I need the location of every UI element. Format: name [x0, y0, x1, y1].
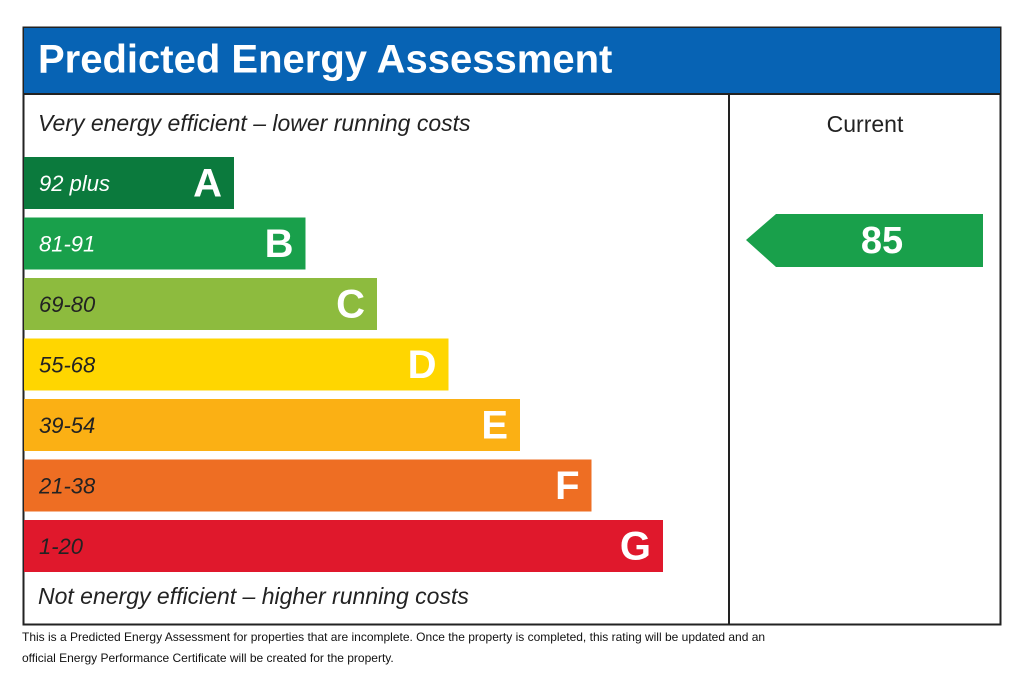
current-arrow	[746, 214, 983, 267]
band-range: 81-91	[39, 231, 95, 256]
band-range: 92 plus	[39, 171, 110, 196]
band-range: 21-38	[38, 473, 96, 498]
band-letter: B	[265, 222, 294, 266]
rating-band	[24, 157, 234, 209]
band-letter: A	[193, 162, 222, 206]
rating-band	[24, 399, 520, 451]
footer-line: official Energy Performance Certificate …	[22, 651, 394, 665]
title: Predicted Energy Assessment	[38, 38, 612, 82]
rating-band	[24, 217, 306, 270]
bottom-label: Not energy efficient – higher running co…	[38, 583, 469, 609]
rating-band	[24, 278, 377, 330]
rating-band	[24, 459, 592, 512]
rating-band	[24, 520, 663, 572]
band-range: 55-68	[39, 352, 96, 377]
band-range: 39-54	[39, 413, 95, 438]
band-letter: E	[481, 404, 508, 448]
band-letter: G	[620, 525, 651, 569]
rating-band	[24, 338, 449, 391]
band-letter: F	[555, 464, 579, 508]
footer-line: This is a Predicted Energy Assessment fo…	[22, 630, 765, 644]
band-range: 1-20	[39, 534, 84, 559]
band-range: 69-80	[39, 292, 96, 317]
top-label: Very energy efficient – lower running co…	[38, 110, 471, 136]
current-value: 85	[861, 220, 903, 262]
current-label: Current	[827, 111, 904, 137]
band-letter: C	[336, 283, 365, 327]
title-bar	[24, 28, 1000, 94]
band-letter: D	[408, 343, 437, 387]
